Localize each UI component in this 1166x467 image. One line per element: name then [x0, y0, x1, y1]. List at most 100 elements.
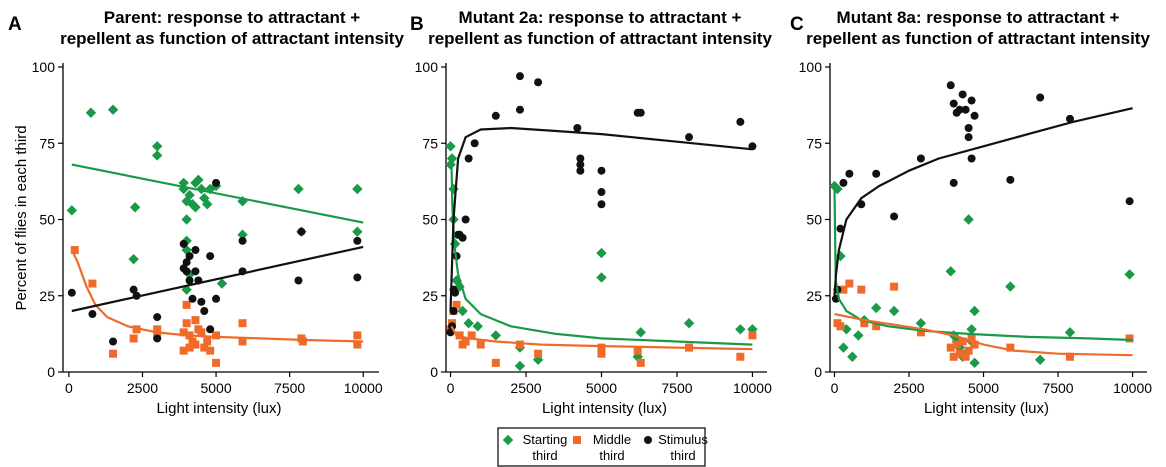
fit-line-middle — [70, 249, 364, 343]
x-tick-label: 5000 — [200, 380, 231, 396]
data-point — [955, 105, 964, 114]
data-point — [153, 334, 162, 343]
data-point — [151, 141, 163, 152]
chart-title-line2: repellent as function of attractant inte… — [60, 29, 404, 48]
data-point — [352, 183, 363, 195]
data-point — [596, 272, 607, 283]
data-point — [515, 340, 524, 349]
series-starting — [66, 104, 363, 295]
y-tick-label: 100 — [32, 59, 56, 75]
data-point — [836, 322, 845, 331]
data-point — [966, 324, 977, 335]
data-point — [872, 169, 881, 178]
data-point — [969, 305, 980, 317]
data-point — [88, 310, 97, 319]
data-point — [464, 154, 473, 163]
data-point — [683, 318, 695, 329]
data-point — [294, 276, 303, 285]
data-point — [967, 154, 976, 163]
data-point — [514, 360, 526, 372]
panel-letter: A — [8, 14, 22, 35]
data-point — [736, 117, 745, 126]
x-tick-label: 10000 — [733, 380, 772, 396]
chart-title-line2: repellent as function of attractant inte… — [806, 29, 1150, 48]
data-point — [958, 337, 967, 346]
data-point — [952, 340, 961, 349]
data-point — [181, 214, 192, 225]
data-point — [187, 199, 198, 210]
data-point — [576, 154, 585, 163]
x-tick-label: 10000 — [344, 380, 383, 396]
data-point — [949, 178, 958, 187]
panel-letter: B — [410, 14, 424, 35]
data-point — [452, 300, 461, 309]
data-point — [955, 349, 964, 358]
data-point — [841, 324, 852, 335]
data-point — [470, 139, 479, 148]
data-point — [185, 276, 194, 285]
data-point — [70, 246, 79, 254]
data-point — [635, 327, 646, 338]
data-point — [212, 294, 221, 303]
data-point — [871, 302, 882, 314]
x-axis-label: Light intensity (lux) — [924, 400, 1049, 417]
panel-c: C Mutant 8a: response to attractant + repe… — [790, 8, 1152, 417]
data-point — [969, 357, 980, 369]
fit-line-stimulus — [71, 245, 364, 313]
data-point — [476, 340, 485, 349]
data-point — [515, 105, 524, 114]
legend-box — [497, 427, 706, 467]
data-point — [203, 337, 212, 346]
data-point — [128, 253, 139, 265]
data-point — [206, 325, 215, 334]
y-tick-label: 0 — [814, 364, 822, 380]
data-point — [632, 351, 643, 362]
data-point — [153, 313, 162, 322]
y-tick-label: 50 — [39, 212, 55, 228]
data-point — [838, 342, 849, 353]
panel-letter: C — [790, 14, 804, 35]
data-point — [1124, 269, 1135, 280]
data-point — [448, 183, 459, 195]
data-point — [353, 331, 362, 340]
data-point — [182, 300, 191, 309]
fit-line-stimulus — [833, 107, 1133, 296]
data-point — [353, 236, 362, 245]
data-point — [967, 334, 976, 343]
data-point — [206, 346, 215, 355]
data-point — [182, 267, 191, 276]
data-point — [191, 340, 200, 349]
legend-label: Middle — [593, 432, 631, 447]
data-point — [845, 279, 854, 288]
data-point — [576, 166, 585, 175]
legend-label-line2: third — [599, 448, 624, 463]
data-point — [467, 331, 476, 340]
data-point — [191, 267, 200, 276]
data-point — [847, 351, 858, 362]
data-point — [151, 150, 163, 161]
data-point — [491, 358, 500, 367]
y-tick-label: 50 — [422, 212, 438, 228]
y-tick-label: 100 — [415, 59, 439, 75]
data-point — [191, 316, 200, 325]
data-point — [915, 318, 927, 329]
data-point — [685, 133, 694, 142]
x-tick-label: 7500 — [661, 380, 692, 396]
data-point — [353, 273, 362, 282]
data-point — [352, 226, 363, 237]
data-point — [1125, 197, 1134, 206]
panel-a: A Parent: response to attractant + repelle… — [8, 8, 404, 417]
x-tick-label: 7500 — [1042, 380, 1073, 396]
data-point — [576, 160, 585, 169]
data-point — [970, 111, 979, 120]
data-point — [946, 343, 955, 352]
y-tick-label: 25 — [39, 288, 55, 304]
data-point — [967, 96, 976, 105]
data-point — [182, 258, 191, 267]
data-point — [1036, 93, 1045, 102]
x-tick-label: 2500 — [510, 380, 541, 396]
data-point — [961, 352, 970, 361]
